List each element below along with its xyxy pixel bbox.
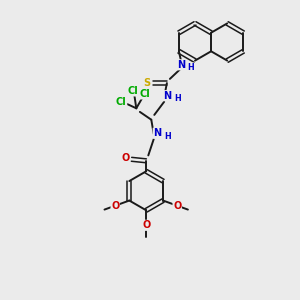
Text: N: N <box>177 60 185 70</box>
Text: S: S <box>143 77 151 88</box>
Text: Cl: Cl <box>127 86 138 96</box>
Text: Cl: Cl <box>139 89 150 99</box>
Text: Cl: Cl <box>116 97 127 107</box>
Text: H: H <box>174 94 181 103</box>
Text: O: O <box>122 153 130 163</box>
Text: N: N <box>164 91 172 101</box>
Text: H: H <box>188 63 194 72</box>
Text: H: H <box>164 132 171 141</box>
Text: O: O <box>173 201 181 211</box>
Text: O: O <box>142 220 150 230</box>
Text: N: N <box>153 128 161 138</box>
Text: O: O <box>111 201 119 211</box>
